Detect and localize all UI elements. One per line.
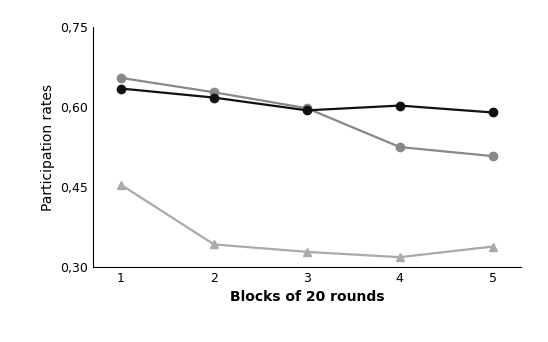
IP [489, 110, 496, 115]
IS [118, 76, 124, 80]
US [489, 245, 496, 249]
IP [210, 95, 217, 100]
Line: US: US [117, 181, 497, 261]
X-axis label: Blocks of 20 rounds: Blocks of 20 rounds [230, 290, 384, 304]
Y-axis label: Participation rates: Participation rates [41, 83, 55, 211]
IS [304, 106, 310, 110]
IS [489, 154, 496, 158]
US [304, 250, 310, 254]
US [118, 183, 124, 187]
IS [397, 145, 403, 149]
Line: IS: IS [117, 74, 497, 160]
IP [397, 104, 403, 108]
IP [304, 108, 310, 113]
Line: IP: IP [117, 84, 497, 117]
IS [210, 90, 217, 94]
US [397, 255, 403, 259]
IP [118, 87, 124, 91]
US [210, 242, 217, 247]
